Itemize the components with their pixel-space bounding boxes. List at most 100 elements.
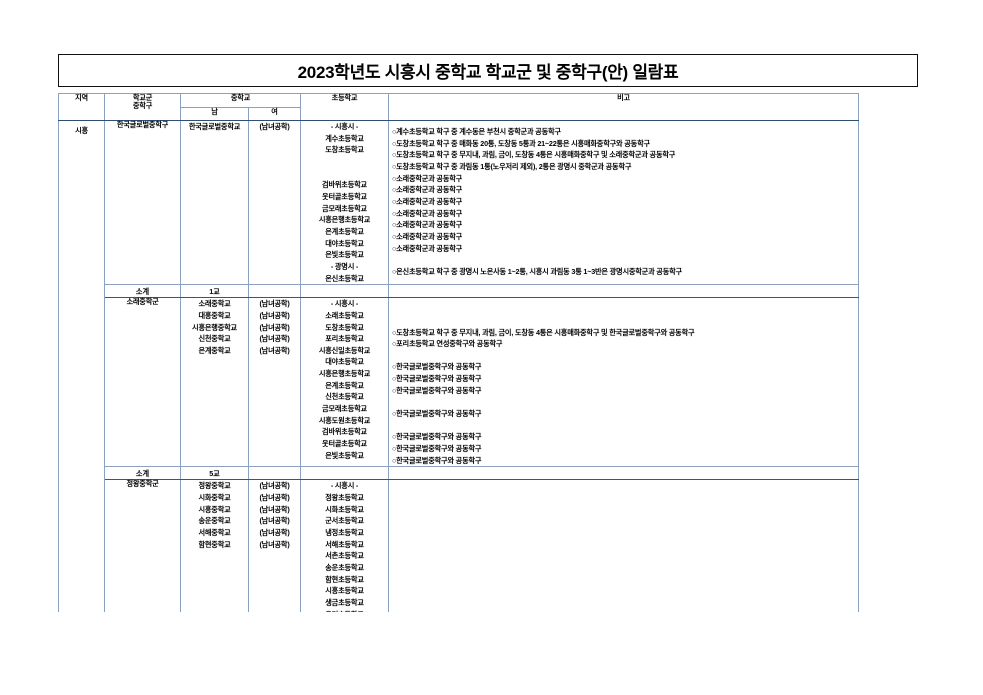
page-bottom-margin	[0, 612, 983, 695]
elementary-school-name: 웃터골초등학교	[322, 191, 367, 201]
cell-middle-school-male-item: 시화중학교	[198, 493, 231, 503]
cell-middle-school-male-item: 한국글로벌중학교	[188, 122, 241, 131]
cell-middle-school-female-item: (남녀공학)	[259, 516, 290, 526]
cell-notes: ○계수초등학교 학구 중 계수동은 부천시 중학군과 공동학구 ○도창초등학교 학…	[388, 119, 859, 286]
subtotal-row: 소계 1교	[59, 284, 859, 299]
table-row: 시흥 한국글로벌중학구 한국글로벌중학교 (남녀공학) - 시흥시 - 계수초등학교 도창초…	[58, 119, 859, 612]
header-school-group-line2: 중학구	[132, 101, 153, 111]
subtotal-label: 소계	[104, 284, 181, 299]
page-clip-region: 2023학년도 시흥시 중학교 학교군 및 중학구(안) 일람표 지역	[58, 54, 918, 612]
elementary-school-name: 온신초등학교	[325, 273, 364, 283]
elementary-school-name: 시흥은행초등학교	[318, 215, 371, 225]
cell-middle-school-male-item: 송운중학교	[198, 516, 231, 526]
cell-middle-school-female-item: (남녀공학)	[259, 122, 290, 131]
header-school-group-line1: 학교군	[132, 93, 153, 102]
elementary-school-name: 옥터초등학교	[301, 609, 388, 612]
note-line: ○한국글로벌중학구와 공동학구	[392, 362, 482, 372]
header-school-group: 학교군 중학구	[104, 93, 181, 121]
elementary-school-name: 은계초등학교	[325, 380, 364, 390]
elementary-school-name: 소래초등학교	[325, 310, 364, 320]
note-line: ○도창초등학교 학구 중 무지내, 과림, 금이, 도창동 4통은 시흥매화중학…	[392, 150, 676, 160]
subtotal-label: 소계	[104, 466, 181, 481]
note-line: ○한국글로벌중학구와 공동학구	[392, 444, 482, 454]
cell-middle-school-male-item: 은계중학교	[198, 345, 231, 355]
cell-region: 시흥	[58, 120, 105, 612]
elementary-school-name: 대야초등학교	[325, 357, 364, 367]
subtotal-row: 소계 5교	[59, 466, 859, 481]
cell-notes: ○도창초등학교 학구 중 무지내, 과림, 금이, 도창동 4통은 시흥매화중학…	[388, 297, 859, 468]
elementary-school-name: 은계초등학교	[325, 226, 364, 236]
table-row: 소래중학군 소래중학교 대흥중학교 시흥은행중학교 신천중학교 은계중학교 (남녀공학) (남…	[59, 297, 859, 468]
cell-middle-school-male-item: 정왕중학교	[198, 481, 231, 491]
note-line: ○소래중학군과 공동학구	[392, 220, 463, 230]
cell-school-group: 정왕중학군	[104, 479, 181, 612]
cell-middle-school-male-item: 소래중학교	[198, 299, 231, 309]
note-line: ○한국글로벌중학구와 공동학구	[392, 409, 482, 419]
table-header: 지역 학교군 중학구 중학교 초등학교 비고 남 여	[58, 93, 859, 121]
cell-notes	[388, 479, 859, 612]
note-line: ○소래중학군과 공동학구	[392, 243, 463, 253]
note-line: ○도창초등학교 학구 중 과림동 1통(노우저리 제외), 2통은 광명시 중학…	[392, 161, 632, 171]
elementary-city-label: - 시흥시 -	[330, 122, 359, 131]
subtotal-blank-female	[248, 284, 301, 299]
subtotal-blank-note	[388, 466, 859, 481]
elementary-school-name: 은빛초등학교	[325, 450, 364, 460]
cell-middle-school-male-item: 대흥중학교	[198, 310, 231, 320]
elementary-school-name: 시흥도원초등학교	[318, 415, 371, 425]
cell-middle-school-male-item: 시흥중학교	[198, 504, 231, 514]
elementary-school-name: 송운초등학교	[325, 562, 364, 572]
note-line: ○한국글로벌중학구와 공동학구	[392, 385, 482, 395]
note-line: ○한국글로벌중학구와 공동학구	[392, 455, 482, 465]
elementary-school-name: 군서초등학교	[325, 516, 364, 526]
elementary-school-name: 금모래초등학교	[322, 203, 367, 213]
elementary-school-name: 은빛초등학교	[325, 250, 364, 260]
cell-middle-school-male-item: 함현중학교	[198, 539, 231, 549]
table-body: 시흥 한국글로벌중학구 한국글로벌중학교 (남녀공학) - 시흥시 - 계수초등학교 도창초…	[58, 119, 859, 612]
schools-table-wrapper: 지역 학교군 중학구 중학교 초등학교 비고 남 여 시흥 한국글로벌중학	[58, 93, 859, 612]
elementary-school-name: 시흥초등학교	[325, 586, 364, 596]
header-male: 남	[180, 107, 249, 121]
note-line: ○한국글로벌중학구와 공동학구	[392, 432, 482, 442]
cell-middle-school-female: (남녀공학) (남녀공학) (남녀공학) (남녀공학) (남녀공학)	[248, 297, 301, 468]
header-elementary-school: 초등학교	[300, 93, 389, 121]
cell-middle-school-female-item: (남녀공학)	[259, 299, 290, 309]
note-line: ○소래중학군과 공동학구	[392, 173, 463, 183]
note-line: ○소래중학군과 공동학구	[392, 231, 463, 241]
cell-middle-school-female-item: (남녀공학)	[259, 322, 290, 332]
elementary-school-name: 검바위초등학교	[322, 180, 367, 190]
elementary-school-name: 포리초등학교	[325, 334, 364, 344]
header-row-bottom: 남 여	[59, 107, 859, 121]
elementary-school-name: 도창초등학교	[325, 322, 364, 332]
elementary-school-name: 냉정초등학교	[325, 528, 364, 537]
header-middle-school: 중학교	[180, 93, 301, 108]
document-title-box: 2023학년도 시흥시 중학교 학교군 및 중학구(안) 일람표	[58, 54, 918, 87]
cell-middle-school-male: 정왕중학교 시화중학교 시흥중학교 송운중학교 서해중학교 함현중학교	[180, 479, 249, 612]
subtotal-blank-elementary	[300, 466, 389, 481]
cell-middle-school-female-item: (남녀공학)	[259, 504, 290, 514]
subtotal-value: 1교	[180, 284, 249, 299]
cell-elementary-schools: - 시흥시 - 소래초등학교 도창초등학교 포리초등학교 시흥신일초등학교 대야초등학교 시…	[300, 297, 389, 468]
cell-school-group: 한국글로벌중학구	[104, 119, 181, 286]
elementary-school-name: 검바위초등학교	[322, 427, 367, 437]
cell-middle-school-female: (남녀공학) (남녀공학) (남녀공학) (남녀공학) (남녀공학) (남녀공학)	[248, 479, 301, 612]
header-region: 지역	[58, 93, 105, 121]
subtotal-blank-female	[248, 466, 301, 481]
cell-middle-school-female: (남녀공학)	[248, 119, 301, 286]
cell-middle-school-female-item: (남녀공학)	[259, 493, 290, 503]
elementary-school-name: 서해초등학교	[325, 539, 364, 549]
header-note: 비고	[388, 93, 859, 121]
elementary-school-name: 대야초등학교	[325, 238, 364, 248]
elementary-school-name: 시흥신일초등학교	[318, 345, 371, 355]
cell-middle-school-female-item: (남녀공학)	[259, 528, 290, 537]
cell-elementary-schools: - 시흥시 - 정왕초등학교 시화초등학교 군서초등학교 냉정초등학교 서해초등학교 서촌초…	[300, 479, 389, 612]
cell-middle-school-male: 한국글로벌중학교	[180, 119, 249, 286]
elementary-school-name: 금모래초등학교	[322, 404, 367, 414]
subtotal-blank-note	[388, 284, 859, 299]
cell-middle-school-female-item: (남녀공학)	[259, 539, 290, 549]
cell-middle-school-male-item: 신천중학교	[198, 334, 231, 344]
cell-middle-school-male-item: 시흥은행중학교	[192, 322, 237, 332]
note-line: ○도창초등학교 학구 중 무지내, 과림, 금이, 도창동 4통은 시흥매화중학…	[392, 327, 695, 337]
elementary-school-name: 웃터골초등학교	[322, 439, 367, 449]
